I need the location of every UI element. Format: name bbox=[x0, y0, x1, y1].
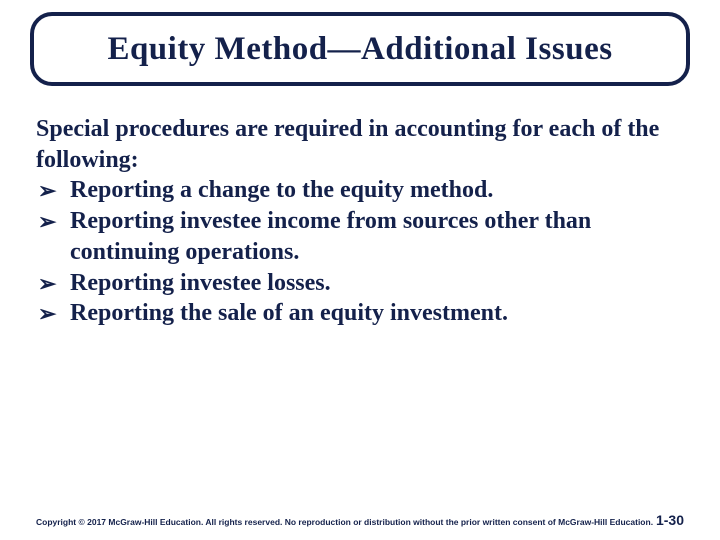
slide-title: Equity Method—Additional Issues bbox=[107, 31, 612, 68]
bullet-text: Reporting investee losses. bbox=[70, 270, 331, 296]
intro-text: Special procedures are required in accou… bbox=[36, 114, 684, 175]
list-item: ➢ Reporting a change to the equity metho… bbox=[36, 175, 684, 206]
page-number: 1-30 bbox=[656, 512, 684, 528]
copyright-text: Copyright © 2017 McGraw-Hill Education. … bbox=[36, 517, 653, 527]
list-item: ➢ Reporting investee losses. bbox=[36, 268, 684, 299]
content-area: Special procedures are required in accou… bbox=[36, 114, 684, 329]
chevron-right-icon: ➢ bbox=[38, 208, 56, 236]
bullet-text: Reporting a change to the equity method. bbox=[70, 177, 493, 203]
footer: Copyright © 2017 McGraw-Hill Education. … bbox=[36, 512, 684, 528]
chevron-right-icon: ➢ bbox=[38, 300, 56, 328]
bullet-text: Reporting investee income from sources o… bbox=[70, 208, 591, 265]
chevron-right-icon: ➢ bbox=[38, 177, 56, 205]
chevron-right-icon: ➢ bbox=[38, 270, 56, 298]
bullet-list: ➢ Reporting a change to the equity metho… bbox=[36, 175, 684, 329]
list-item: ➢ Reporting the sale of an equity invest… bbox=[36, 298, 684, 329]
list-item: ➢ Reporting investee income from sources… bbox=[36, 206, 684, 267]
bullet-text: Reporting the sale of an equity investme… bbox=[70, 300, 508, 326]
title-container: Equity Method—Additional Issues bbox=[30, 12, 690, 86]
